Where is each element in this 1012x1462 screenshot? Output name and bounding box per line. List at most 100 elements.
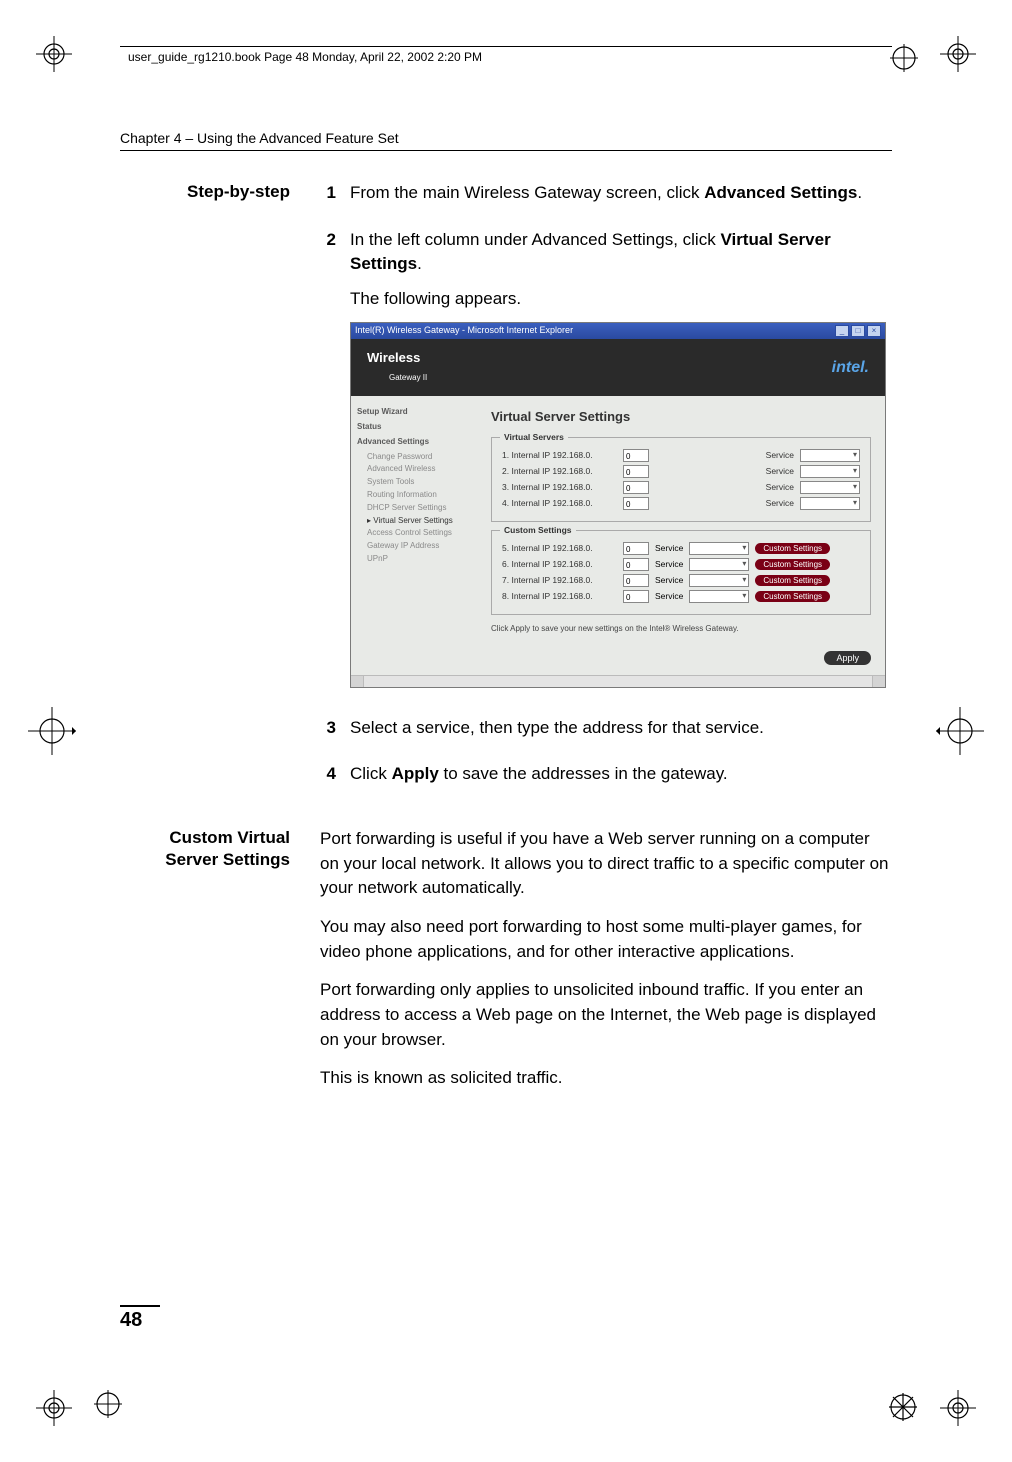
ip-input[interactable]: 0 — [623, 497, 649, 510]
screenshot: Intel(R) Wireless Gateway - Microsoft In… — [350, 322, 886, 688]
ip-input[interactable]: 0 — [623, 574, 649, 587]
step-number: 2 — [320, 228, 336, 704]
ip-input[interactable]: 0 — [623, 481, 649, 494]
nav-item[interactable]: Change Password — [357, 451, 475, 464]
chapter-header: Chapter 4 – Using the Advanced Feature S… — [120, 130, 892, 151]
step-text: Click — [350, 764, 392, 783]
service-select[interactable] — [689, 590, 749, 603]
apply-note: Click Apply to save your new settings on… — [491, 623, 871, 635]
step-number: 4 — [320, 762, 336, 797]
fieldset-legend: Virtual Servers — [500, 431, 568, 443]
close-icon[interactable]: × — [867, 325, 881, 337]
nav-advanced-settings[interactable]: Advanced Settings — [357, 436, 475, 449]
crop-mark-icon — [940, 36, 976, 72]
step-text: . — [857, 183, 862, 202]
server-row: 2. Internal IP 192.168.0. 0 Service — [502, 465, 860, 478]
ip-input[interactable]: 0 — [623, 558, 649, 571]
service-label: Service — [655, 590, 683, 602]
server-row: 7. Internal IP 192.168.0. 0 Service Cust… — [502, 574, 860, 587]
brand-bar: Wireless Gateway II intel. — [351, 339, 885, 397]
service-label: Service — [766, 481, 794, 493]
nav-item[interactable]: Gateway IP Address — [357, 540, 475, 553]
crop-mark-icon — [888, 42, 920, 74]
custom-settings-button[interactable]: Custom Settings — [755, 543, 830, 554]
brand-gateway: Gateway II — [367, 373, 427, 382]
step-number: 1 — [320, 181, 336, 216]
nav-setup-wizard[interactable]: Setup Wizard — [357, 406, 475, 419]
body-paragraph: Port forwarding only applies to unsolici… — [320, 978, 892, 1052]
nav-item[interactable]: Advanced Wireless — [357, 463, 475, 476]
step-number: 3 — [320, 716, 336, 751]
step-text: to save the addresses in the gateway. — [439, 764, 728, 783]
service-select[interactable] — [800, 449, 860, 462]
fieldset-legend: Custom Settings — [500, 524, 576, 536]
nav-status[interactable]: Status — [357, 421, 475, 434]
body-paragraph: You may also need port forwarding to hos… — [320, 915, 892, 964]
custom-settings-button[interactable]: Custom Settings — [755, 575, 830, 586]
horizontal-scrollbar[interactable] — [351, 675, 885, 687]
service-select[interactable] — [800, 465, 860, 478]
service-label: Service — [766, 497, 794, 509]
service-label: Service — [655, 574, 683, 586]
server-row: 5. Internal IP 192.168.0. 0 Service Cust… — [502, 542, 860, 555]
window-title: Intel(R) Wireless Gateway - Microsoft In… — [355, 324, 573, 337]
maximize-icon[interactable]: □ — [851, 325, 865, 337]
crop-mark-icon — [28, 707, 76, 755]
step-bold: Apply — [392, 764, 439, 783]
service-select[interactable] — [689, 558, 749, 571]
nav-item[interactable]: DHCP Server Settings — [357, 502, 475, 515]
step-followup: The following appears. — [350, 287, 892, 312]
step-2: 2 In the left column under Advanced Sett… — [320, 228, 892, 704]
ip-input[interactable]: 0 — [623, 590, 649, 603]
nav-item[interactable]: UPnP — [357, 553, 475, 566]
custom-settings-button[interactable]: Custom Settings — [755, 591, 830, 602]
step-text: . — [417, 254, 422, 273]
step-text: From the main Wireless Gateway screen, c… — [350, 183, 704, 202]
step-1: 1 From the main Wireless Gateway screen,… — [320, 181, 892, 216]
nav-item-active[interactable]: Virtual Server Settings — [357, 515, 475, 528]
server-row: 1. Internal IP 192.168.0. 0 Service — [502, 449, 860, 462]
nav-item[interactable]: Routing Information — [357, 489, 475, 502]
ip-input[interactable]: 0 — [623, 449, 649, 462]
nav-item[interactable]: System Tools — [357, 476, 475, 489]
crop-mark-icon — [936, 707, 984, 755]
step-text: In the left column under Advanced Settin… — [350, 230, 720, 249]
crop-mark-icon — [36, 1390, 72, 1426]
body-paragraph: This is known as solicited traffic. — [320, 1066, 892, 1091]
ip-input[interactable]: 0 — [623, 542, 649, 555]
virtual-servers-fieldset: Virtual Servers 1. Internal IP 192.168.0… — [491, 437, 871, 522]
apply-button[interactable]: Apply — [824, 651, 871, 665]
server-row: 4. Internal IP 192.168.0. 0 Service — [502, 497, 860, 510]
custom-settings-button[interactable]: Custom Settings — [755, 559, 830, 570]
sidebar-step-by-step: Step-by-step — [120, 181, 290, 203]
minimize-icon[interactable]: _ — [835, 325, 849, 337]
sidebar-custom-virtual: Custom Virtual Server Settings — [120, 827, 290, 871]
service-label: Service — [766, 449, 794, 461]
step-4: 4 Click Apply to save the addresses in t… — [320, 762, 892, 797]
step-text: Select a service, then type the address … — [350, 716, 892, 741]
service-select[interactable] — [689, 542, 749, 555]
window-titlebar: Intel(R) Wireless Gateway - Microsoft In… — [351, 323, 885, 339]
service-select[interactable] — [800, 481, 860, 494]
crop-mark-icon — [940, 1390, 976, 1426]
crop-mark-icon — [886, 1390, 920, 1424]
step-bold: Advanced Settings — [704, 183, 857, 202]
nav-sidebar: Setup Wizard Status Advanced Settings Ch… — [351, 396, 481, 644]
custom-settings-fieldset: Custom Settings 5. Internal IP 192.168.0… — [491, 530, 871, 615]
running-header: user_guide_rg1210.book Page 48 Monday, A… — [128, 50, 482, 64]
brand-wireless: Wireless — [367, 350, 420, 365]
crop-mark-icon — [36, 36, 72, 72]
service-label: Service — [655, 542, 683, 554]
service-select[interactable] — [689, 574, 749, 587]
step-3: 3 Select a service, then type the addres… — [320, 716, 892, 751]
server-row: 3. Internal IP 192.168.0. 0 Service — [502, 481, 860, 494]
panel-heading: Virtual Server Settings — [491, 408, 871, 427]
service-select[interactable] — [800, 497, 860, 510]
ip-input[interactable]: 0 — [623, 465, 649, 478]
page-number: 48 — [120, 1305, 160, 1332]
service-label: Service — [766, 465, 794, 477]
nav-item[interactable]: Access Control Settings — [357, 527, 475, 540]
server-row: 6. Internal IP 192.168.0. 0 Service Cust… — [502, 558, 860, 571]
crop-mark-icon — [92, 1388, 124, 1420]
service-label: Service — [655, 558, 683, 570]
